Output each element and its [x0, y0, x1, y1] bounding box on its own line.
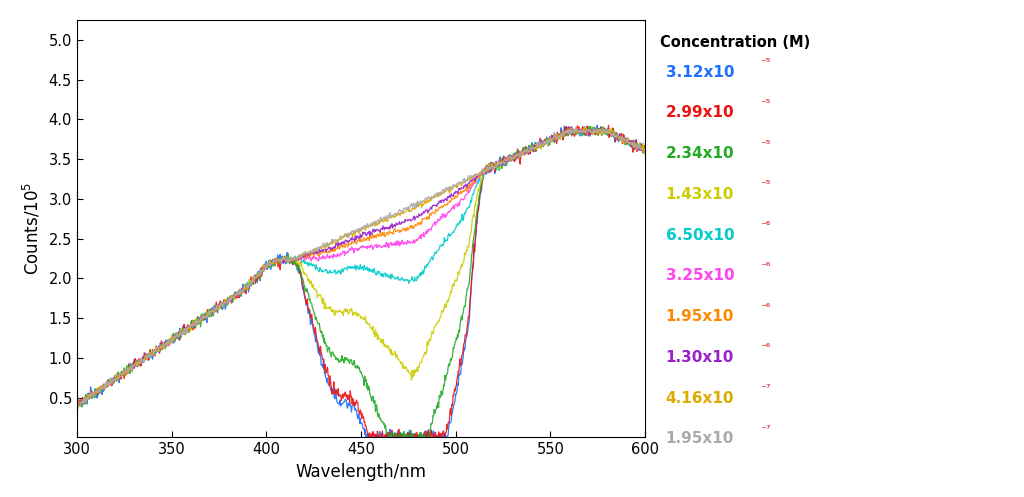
Text: 3.25x10: 3.25x10 [666, 268, 734, 283]
Text: ⁻⁷: ⁻⁷ [760, 425, 770, 435]
Text: Concentration (M): Concentration (M) [660, 35, 811, 50]
Text: 2.99x10: 2.99x10 [666, 105, 734, 120]
Text: 4.16x10: 4.16x10 [666, 391, 734, 406]
Text: 2.34x10: 2.34x10 [666, 146, 734, 161]
Text: 1.30x10: 1.30x10 [666, 350, 734, 365]
Text: 1.43x10: 1.43x10 [666, 187, 734, 202]
Text: ⁻⁶: ⁻⁶ [760, 303, 770, 313]
Y-axis label: Counts/10$^5$: Counts/10$^5$ [22, 182, 43, 275]
Text: ⁻⁷: ⁻⁷ [760, 384, 770, 394]
Text: ⁻⁵: ⁻⁵ [760, 99, 770, 109]
Text: ⁻⁵: ⁻⁵ [760, 140, 770, 150]
Text: ⁻⁶: ⁻⁶ [760, 343, 770, 353]
Text: 3.12x10: 3.12x10 [666, 65, 734, 80]
X-axis label: Wavelength/nm: Wavelength/nm [296, 463, 426, 481]
Text: 1.95x10: 1.95x10 [666, 309, 734, 324]
Text: ⁻⁶: ⁻⁶ [760, 221, 770, 231]
Text: 6.50x10: 6.50x10 [666, 228, 734, 243]
Text: 1.95x10: 1.95x10 [666, 431, 734, 446]
Text: ⁻⁶: ⁻⁶ [760, 262, 770, 272]
Text: ⁻⁵: ⁻⁵ [760, 180, 770, 190]
Text: ⁻⁵: ⁻⁵ [760, 58, 770, 68]
